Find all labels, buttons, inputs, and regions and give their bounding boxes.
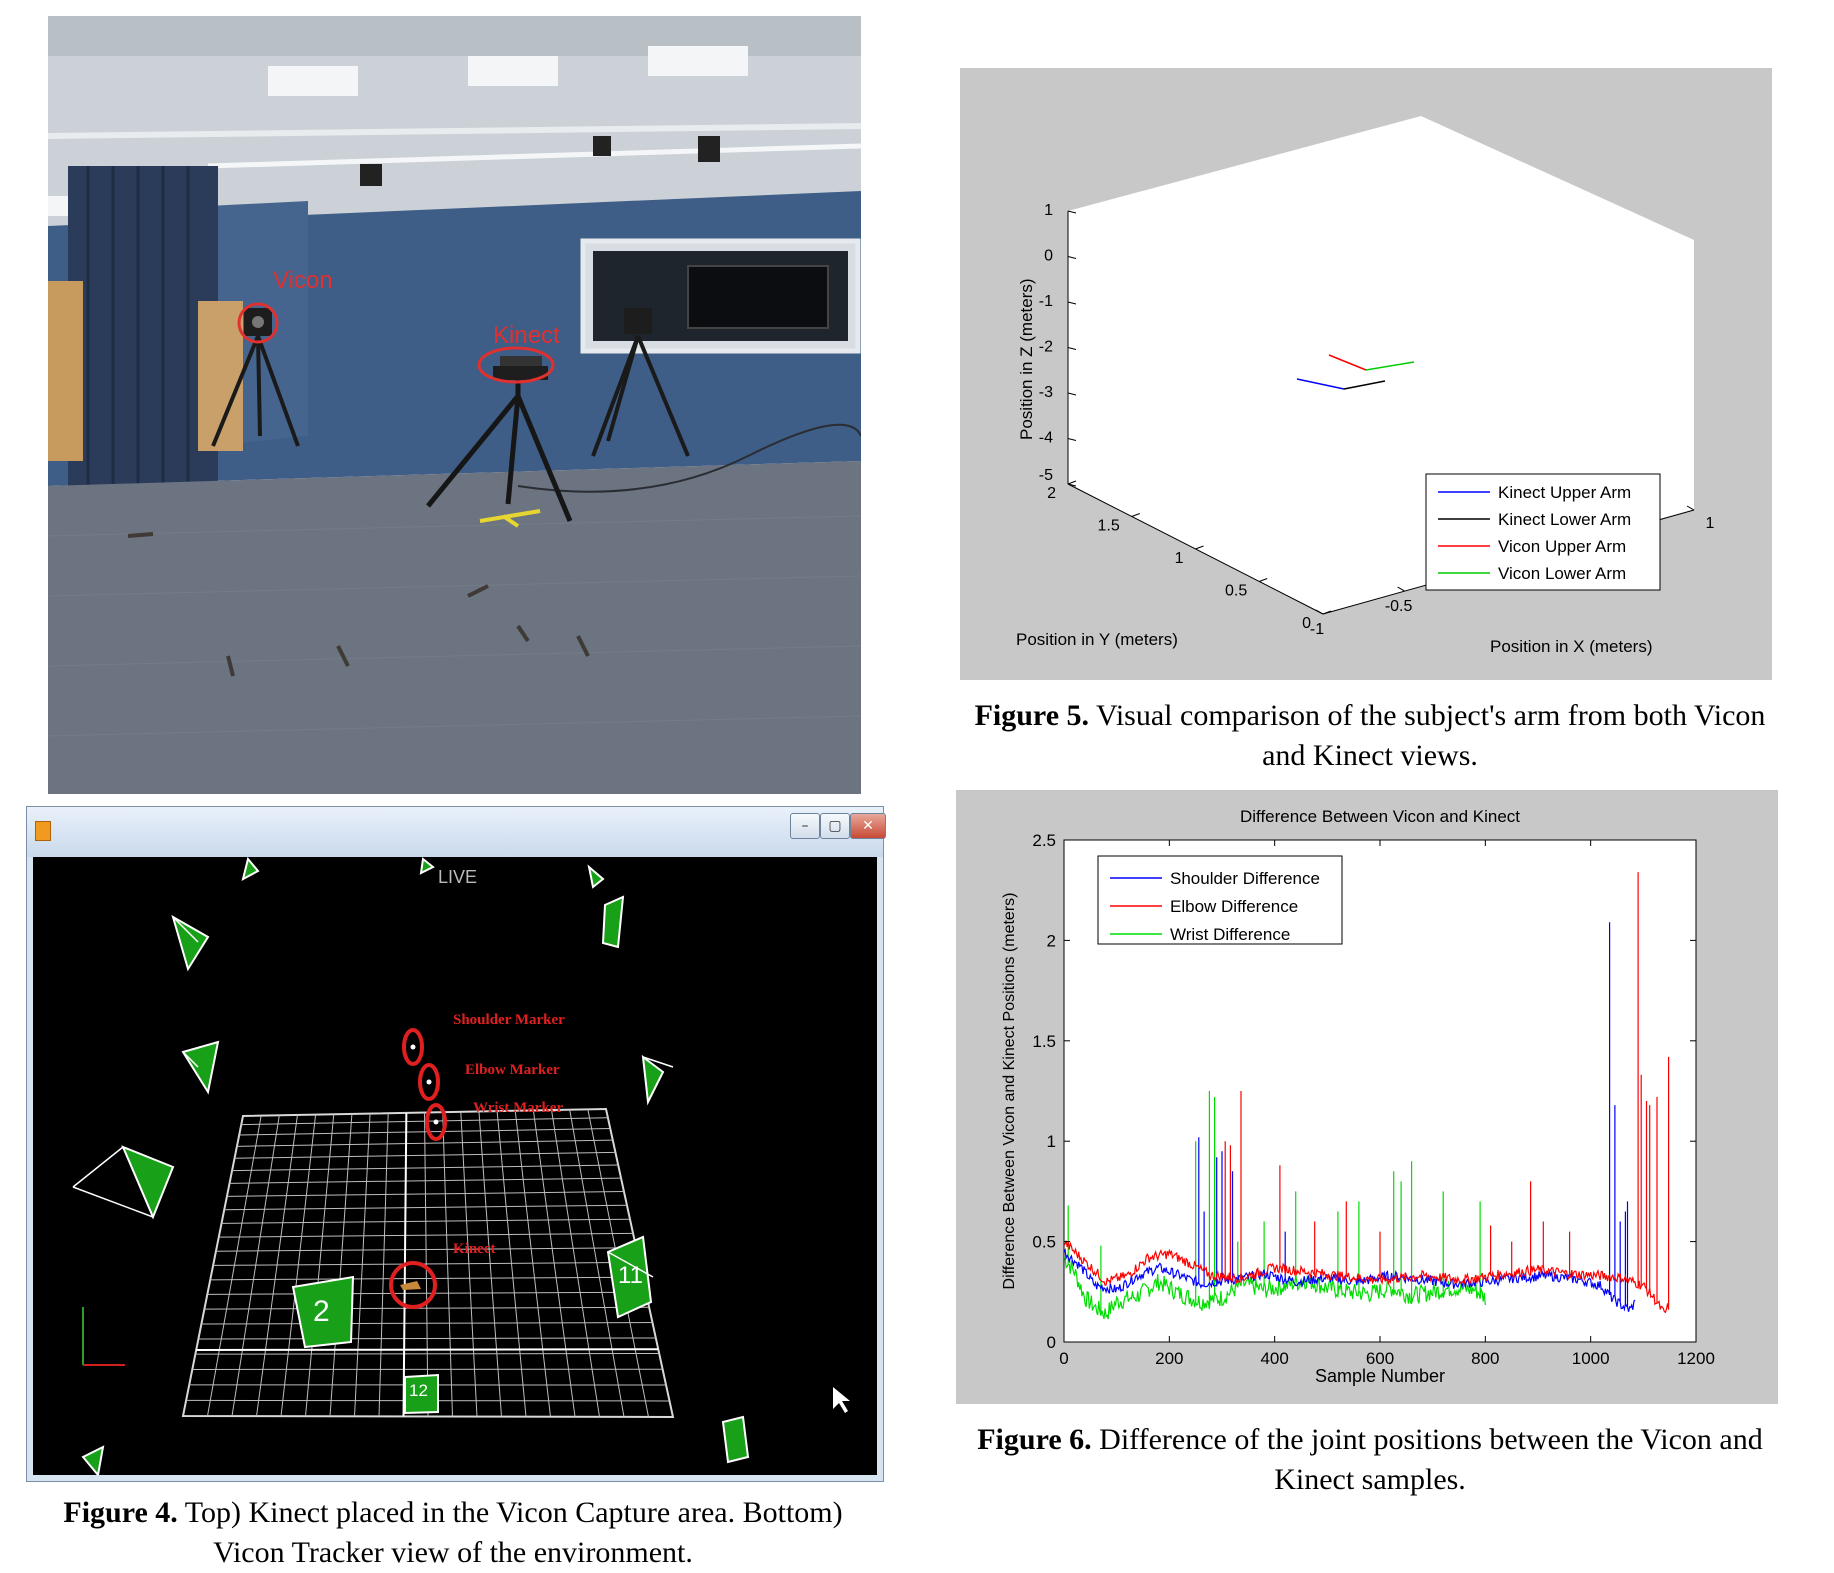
figure-4-text-line1: Top) Kinect placed in the Vicon Capture … [178, 1496, 843, 1529]
fig6-legend-label: Wrist Difference [1170, 925, 1290, 944]
fig5-legend-label: Kinect Lower Arm [1498, 510, 1631, 529]
figure-4-caption: Figure 4. Top) Kinect placed in the Vico… [0, 1493, 906, 1573]
figure-6-text-line1: Difference of the joint positions betwee… [1092, 1423, 1763, 1456]
fig5-z-tick-label: -5 [1039, 467, 1053, 484]
fig6-y-tick-label: 1.5 [1032, 1032, 1056, 1051]
shoulder-marker-label: Shoulder Marker [453, 1012, 565, 1029]
figure-5-text-line2: and Kinect views. [906, 736, 1834, 776]
fig6-legend-label: Shoulder Difference [1170, 869, 1320, 888]
close-button[interactable]: ✕ [850, 813, 886, 839]
fig5-z-tick-label: 1 [1044, 202, 1053, 219]
fig6-x-axis-label: Sample Number [1315, 1366, 1445, 1386]
fig5-y-tick-label: 1 [1175, 550, 1184, 567]
cursor-icon [833, 1387, 850, 1413]
kinect-photo-label: Kinect [493, 322, 560, 350]
fig6-x-tick-label: 800 [1471, 1349, 1499, 1368]
fig5-z-tick-label: -3 [1039, 384, 1053, 401]
figure-4-label: Figure 4. [63, 1496, 177, 1529]
figure-6-label: Figure 6. [977, 1423, 1091, 1456]
fig5-z-tick-label: -4 [1039, 430, 1053, 447]
fig6-y-tick-label: 2.5 [1032, 831, 1056, 850]
fig6-y-tick-label: 2 [1047, 931, 1056, 950]
axes-icon [83, 1307, 125, 1365]
wrist-marker-label: Wrist Marker [473, 1100, 563, 1117]
fig5-x-tick-label: -1 [1310, 621, 1324, 638]
figure-5-text-line1: Visual comparison of the subject's arm f… [1089, 699, 1765, 732]
fig5-z-axis-label: Position in Z (meters) [1017, 278, 1036, 440]
fig5-legend-label: Kinect Upper Arm [1498, 483, 1631, 502]
fig5-z-tick-label: -2 [1039, 339, 1053, 356]
vicon-photo-label: Vicon [273, 267, 333, 295]
vicon-tracker-window: – ▢ ✕ [26, 806, 884, 1482]
fig5-z-tick-label: -1 [1039, 293, 1053, 310]
window-titlebar[interactable]: – ▢ ✕ [27, 807, 883, 857]
camera-number-11: 11 [618, 1262, 643, 1290]
kinect-marker-label: Kinect [453, 1241, 496, 1258]
fig6-x-tick-label: 0 [1059, 1349, 1068, 1368]
fig5-y-tick-label: 0.5 [1225, 583, 1247, 600]
fig5-x-tick-label: -0.5 [1385, 598, 1413, 615]
fig6-x-tick-label: 400 [1260, 1349, 1288, 1368]
fig5-x-axis-label: Position in X (meters) [1490, 637, 1653, 656]
fig6-x-tick-label: 1200 [1677, 1349, 1715, 1368]
tracker-3d-viewport[interactable]: LIVE Shoulder Marker Elbow Marker Wrist … [33, 857, 877, 1475]
fig5-x-tick-label: 1 [1706, 515, 1715, 532]
photo-illustration [48, 16, 861, 794]
fig5-y-tick-label: 1.5 [1098, 518, 1120, 535]
fig6-y-axis-label: Difference Between Vicon and Kinect Posi… [1001, 893, 1018, 1290]
fig5-svg: 10-1-2-3-4-521.510.50-1-0.51 Kinect Uppe… [960, 68, 1772, 680]
fig5-legend-label: Vicon Upper Arm [1498, 537, 1626, 556]
fig5-y-axis-label: Position in Y (meters) [1016, 630, 1178, 649]
figure-6-text-line2: Kinect samples. [906, 1460, 1834, 1500]
fig6-legend-label: Elbow Difference [1170, 897, 1298, 916]
minimize-button[interactable]: – [790, 813, 820, 839]
fig6-x-tick-label: 200 [1155, 1349, 1183, 1368]
fig5-y-tick-label: 2 [1047, 485, 1056, 502]
tracker-scene [33, 857, 877, 1475]
fig6-title: Difference Between Vicon and Kinect [1240, 807, 1520, 826]
fig5-legend-label: Vicon Lower Arm [1498, 564, 1626, 583]
figure-6-caption: Figure 6. Difference of the joint positi… [906, 1420, 1834, 1500]
app-icon[interactable] [35, 821, 51, 841]
maximize-button[interactable]: ▢ [820, 813, 850, 839]
fig6-y-tick-label: 0 [1047, 1333, 1056, 1352]
elbow-marker-label: Elbow Marker [465, 1062, 560, 1079]
fig6-x-tick-label: 1000 [1572, 1349, 1610, 1368]
figure-5-caption: Figure 5. Visual comparison of the subje… [906, 696, 1834, 776]
fig6-y-tick-label: 0.5 [1032, 1233, 1056, 1252]
figure-5-label: Figure 5. [975, 699, 1089, 732]
camera-number-2: 2 [313, 1295, 330, 1329]
fig5-z-tick-label: 0 [1044, 248, 1053, 265]
camera-number-12: 12 [409, 1381, 428, 1401]
figure-4-text-line2: Vicon Tracker view of the environment. [0, 1533, 906, 1573]
fig6-y-tick-label: 1 [1047, 1132, 1056, 1151]
live-label: LIVE [438, 867, 477, 888]
kinect-capture-area-photo: Vicon Kinect [48, 16, 861, 794]
